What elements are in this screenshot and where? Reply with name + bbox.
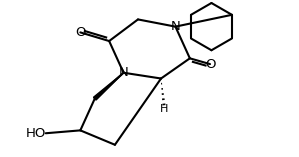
Polygon shape <box>94 73 123 100</box>
Text: N: N <box>119 66 129 79</box>
Text: N: N <box>170 20 180 33</box>
Text: O: O <box>205 58 215 71</box>
Text: O: O <box>75 26 86 39</box>
Text: HO: HO <box>25 127 46 140</box>
Text: H: H <box>160 104 168 114</box>
